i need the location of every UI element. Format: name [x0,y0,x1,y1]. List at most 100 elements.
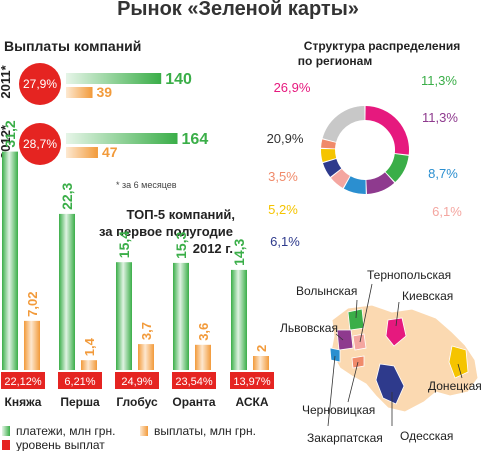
legend-swatch-rate [2,440,10,450]
payments-value-label: 22,3 [59,182,75,209]
map-label-chernivtsi: Черновицкая [302,403,375,417]
payments-bar [173,262,189,370]
donut-segment [365,106,409,155]
payments-value-label: 140 [165,71,192,88]
payments-bar [59,213,75,370]
payout-rate-label: 23,54% [175,376,213,388]
payouts-value-label: 2 [254,345,269,352]
payout-rate-circle [19,63,61,105]
payout-rate-label: 6,21% [64,376,95,388]
donut-segment-label: 11,3% [421,73,457,88]
company-label: Глобус [116,395,158,409]
donut-segment [365,172,395,194]
payout-rate-label: 13,97% [233,376,271,388]
donut-segment-label: 26,9% [274,80,311,95]
company-label: Перша [60,395,100,409]
region-kyiv [385,317,407,347]
payout-rate-circle [19,123,61,165]
payout-rate-box [172,372,216,389]
donut-chart: 26,9% 11,3% 11,3% 8,7% 6,1% 6,1% 5,2% 3,5% 20,9% [267,73,463,249]
payouts-value-label: 7,02 [25,292,40,317]
ukraine-map: Тернопольская Волынская Киевская Львовск… [280,268,482,445]
payments-note: * за 6 месяцев [116,180,177,190]
map-label-lviv: Львовская [280,321,338,335]
legend: платежи, млн грн. выплаты, млн грн. уров… [2,424,256,452]
donut-segment-label: 5,2% [268,202,298,217]
payments-bar [2,151,18,370]
payments-bar [231,269,247,370]
map-label-odesa: Одесская [400,429,453,443]
payments-value-label: 15,3 [173,231,189,258]
legend-swatch-payouts [140,426,148,436]
legend-label-payments: платежи, млн грн. [16,424,115,438]
donut-segment [343,176,366,194]
region-ternopil [352,333,367,351]
payments-chart: 2011* 27,9% 140 39 2012* 28,7% 164 47 [0,63,208,165]
company-label: АСКА [235,395,268,409]
payout-rate-label: 24,9% [121,376,152,388]
payments-bar [116,262,132,370]
payout-rate-box [115,372,159,389]
payout-rate-box [230,372,274,389]
payments-bar [66,73,162,84]
region-volyn [347,308,365,331]
map-label-donetsk: Донецкая [428,379,482,393]
payouts-value-label: 3,6 [196,323,211,341]
region-zakarpattia [329,347,341,363]
payout-rate-label: 28,7% [23,137,57,151]
payments-title: Выплаты компаний [4,38,141,54]
payments-year-label: 2011* [0,64,13,98]
donut-segment-label: 6,1% [432,204,462,219]
payments-value-label: 15,4 [116,231,132,258]
donut-segment [322,106,365,143]
legend-label-rate: уровень выплат [16,438,105,451]
donut-segment [321,139,336,149]
top5-title-line3: 2012 г. [193,241,233,256]
top5-title-line1: ТОП-5 компаний, [127,207,236,222]
payouts-bar [24,320,40,370]
payments-bar [66,133,178,144]
payouts-bar [66,87,93,98]
payouts-bar [138,344,154,370]
payments-value-label: 31,2 [2,120,18,147]
payouts-bar [253,356,269,370]
payouts-value-label: 39 [97,84,113,100]
payments-year-label: 2012* [0,124,13,159]
donut-segment-label: 6,1% [270,234,300,249]
payouts-bar [66,147,98,158]
map-leader-lines [327,283,463,427]
top5-title-line2: за первое полугодие [99,224,233,239]
donut-segment [323,158,342,177]
legend-label-payouts: выплаты, млн грн. [154,424,256,438]
ukraine-map-outline [330,304,479,413]
page-title: Рынок «Зеленой карты» [117,0,359,20]
map-label-volyn: Волынская [296,284,357,298]
payouts-bar [81,360,97,370]
map-label-ternopil: Тернопольская [367,268,451,282]
donut-segment-label: 3,5% [268,169,298,184]
map-label-kyiv: Киевская [402,289,453,303]
donut-title-line2: по регионам [298,54,373,68]
donut-segment-label: 20,9% [267,131,304,146]
donut-segment [385,153,409,183]
payouts-bar [195,344,211,370]
payments-value-label: 164 [182,131,209,148]
company-label: Княжа [5,395,42,409]
payouts-value-label: 1,4 [82,337,97,356]
donut-segment-label: 11,3% [422,110,458,125]
payout-rate-box [58,372,102,389]
payments-value-label: 14,3 [231,238,247,265]
donut-segment-label: 8,7% [428,166,458,181]
top5-bar-chart: 31,2 7,02 22,12% Княжа 22,3 1,4 6,21% Перша 15,4… [1,120,274,409]
region-lviv [336,329,354,351]
donut-title-line1: Структура распределения [304,39,460,53]
payout-rate-box [1,372,45,389]
company-label: Оранта [172,395,215,409]
donut-segment [330,168,351,188]
region-odesa [375,363,405,405]
payouts-value-label: 47 [102,144,118,160]
payout-rate-label: 22,12% [4,376,42,388]
payouts-value-label: 3,7 [139,322,154,340]
